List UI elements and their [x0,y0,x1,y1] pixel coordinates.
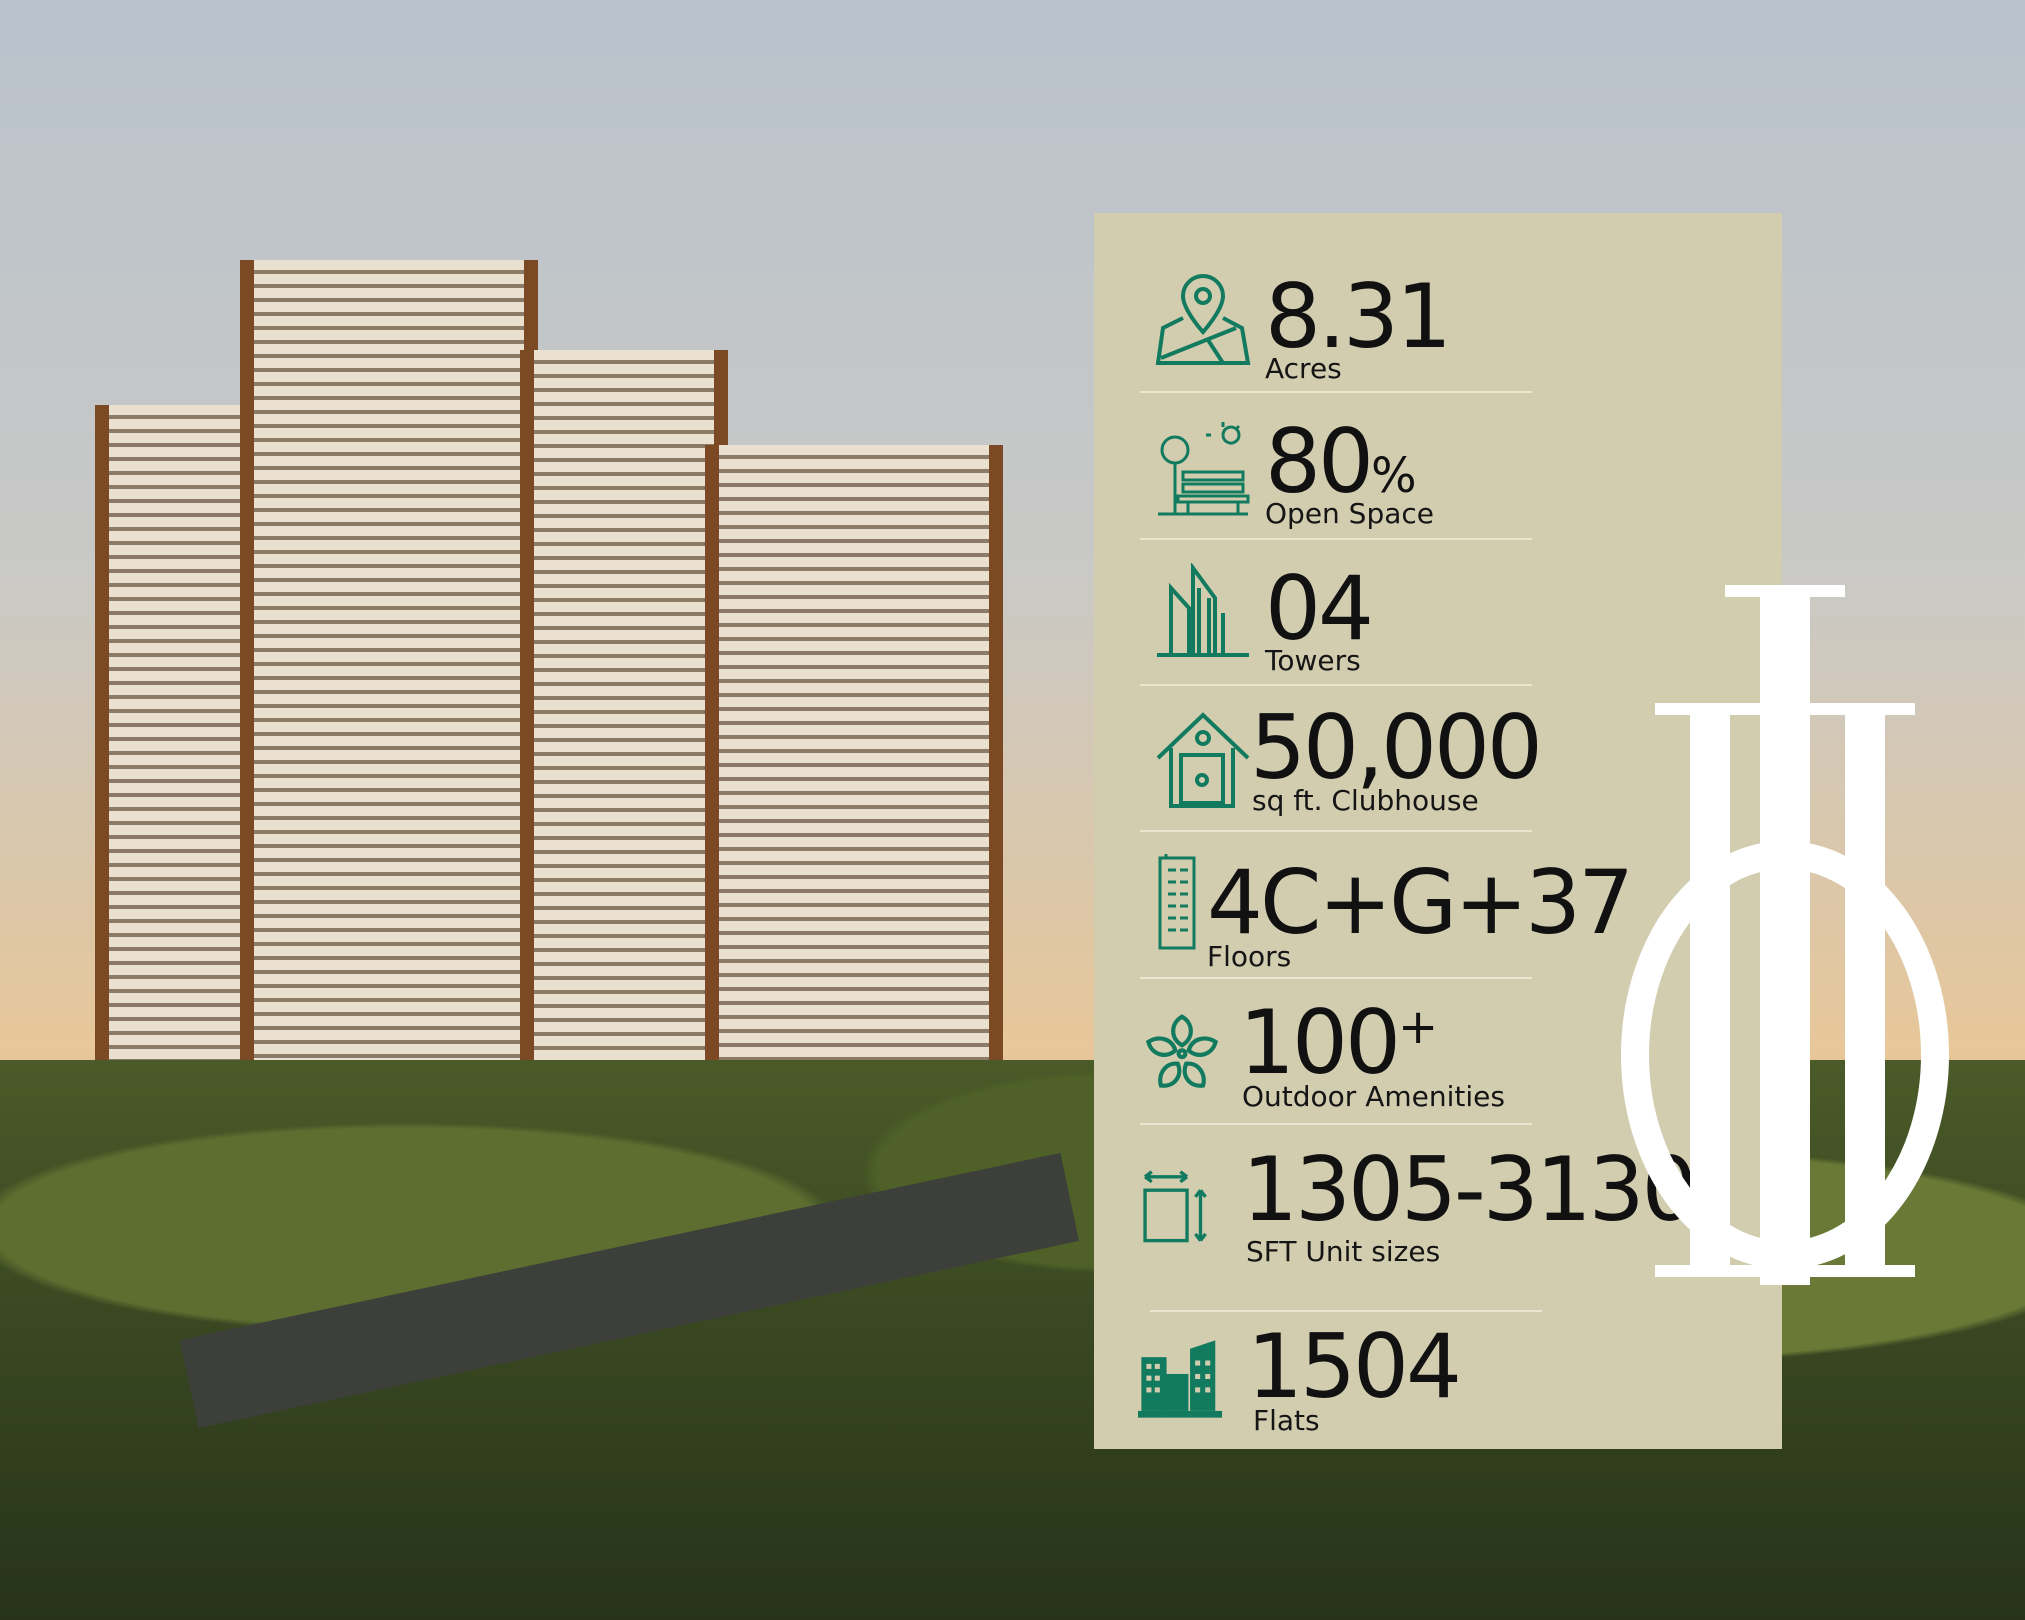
tower-building [705,445,1003,1095]
stat-value: 100+ [1239,999,1438,1087]
brand-monogram-logo [1621,585,1949,1285]
park-bench-icon [1158,422,1250,516]
stat-label: Towers [1265,644,1361,677]
stat-value: 1504 [1247,1315,1462,1418]
stat-label: SFT Unit sizes [1246,1235,1441,1268]
stat-label: Floors [1207,940,1292,973]
stat-number: 100 [1239,991,1401,1094]
divider [1140,538,1532,540]
stat-value: 04 [1265,557,1374,660]
stat-value: 1305-3130 [1242,1138,1698,1241]
unit-size-icon [1143,1170,1207,1243]
map-pin-icon [1155,273,1251,365]
apartments-icon [1138,1340,1222,1418]
towers-icon [1157,563,1249,657]
stat-label: Flats [1253,1404,1320,1437]
divider [1140,391,1532,393]
stat-suffix: + [1397,999,1439,1055]
stat-value: 80% [1265,418,1417,506]
divider [1150,1310,1542,1312]
divider [1140,830,1532,832]
stat-value: 8.31 [1265,265,1452,368]
stat-value: 50,000 [1250,696,1543,799]
stat-label: sq ft. Clubhouse [1252,784,1479,817]
stat-label: Acres [1265,352,1342,385]
divider [1140,1123,1532,1125]
stat-suffix: % [1370,448,1417,504]
clubhouse-icon [1156,712,1250,808]
stat-label: Outdoor Amenities [1242,1080,1505,1113]
stat-value: 4C+G+37 [1207,851,1634,954]
stat-label: Open Space [1265,497,1435,530]
tower-building [240,260,538,1120]
stat-number: 80 [1265,410,1374,513]
divider [1140,977,1532,979]
flower-icon [1146,1014,1218,1088]
divider [1140,684,1532,686]
tower-building [520,350,728,1110]
skyscraper-icon [1158,854,1196,950]
